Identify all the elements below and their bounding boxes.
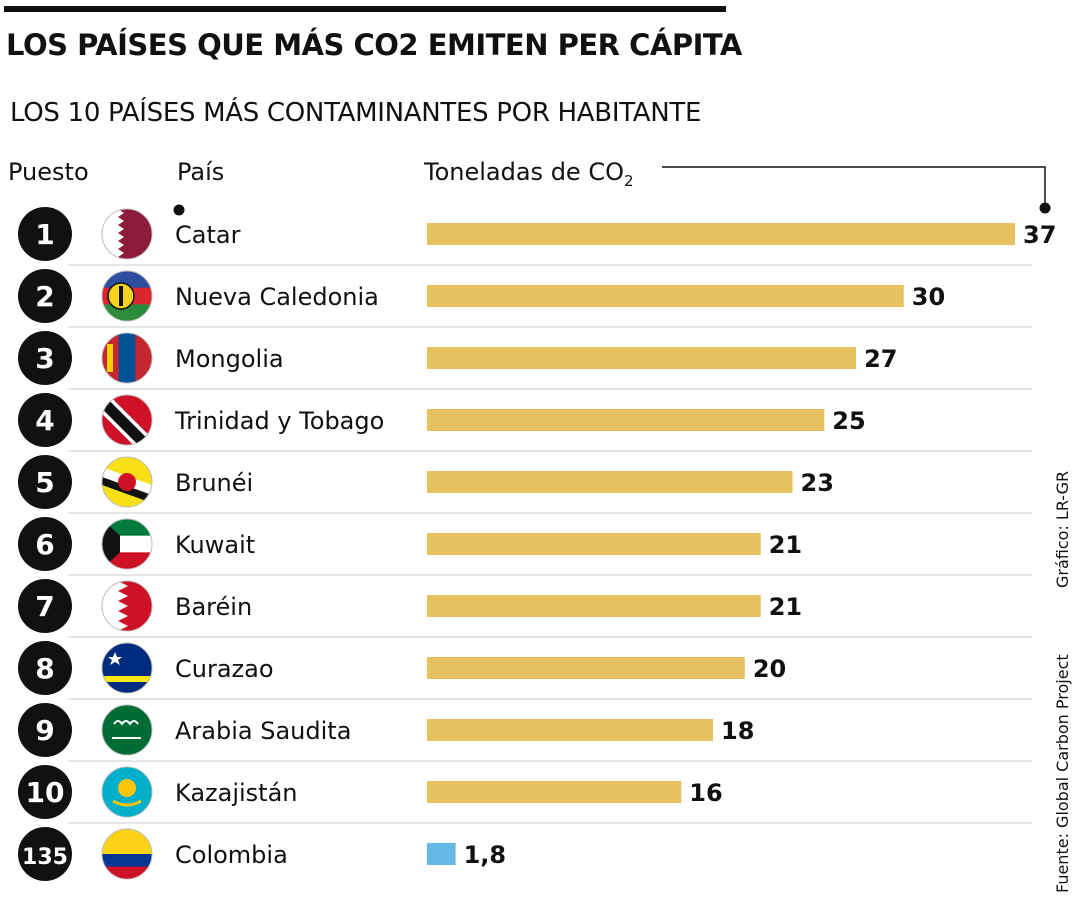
value-header-leader-line: [662, 166, 1046, 206]
value-label: 30: [912, 283, 945, 311]
flag-ring: [101, 704, 153, 756]
value-header-text: Toneladas de CO: [424, 158, 624, 186]
bar: [427, 657, 745, 679]
country-name: Baréin: [175, 593, 252, 621]
value-header-subscript: 2: [623, 171, 634, 190]
bar: [427, 719, 714, 741]
country-name: Mongolia: [175, 345, 284, 373]
curacao-flag-icon: [102, 643, 152, 693]
graphic-credit: Gráfico: LR-GR: [1053, 470, 1072, 588]
bar: [427, 409, 825, 431]
flag-ring: [101, 456, 153, 508]
value-header-leader-dot: [1039, 202, 1051, 214]
kuwait-flag-icon: [102, 519, 152, 569]
country-name: Arabia Saudita: [175, 717, 351, 745]
flag-ring: [101, 394, 153, 446]
rank-number: 3: [35, 342, 54, 375]
country-name: Nueva Caledonia: [175, 283, 379, 311]
trinidad-tobago-flag-icon: [102, 395, 152, 445]
value-label: 25: [832, 407, 865, 435]
flag-ring: [101, 642, 153, 694]
value-label: 1,8: [464, 841, 507, 869]
rank-badge: [18, 641, 72, 695]
flag-ring: [101, 828, 153, 880]
rank-column-header: Puesto: [8, 158, 89, 186]
flag-ring: [101, 518, 153, 570]
rank-number: 1: [35, 218, 54, 251]
bar: [427, 285, 904, 307]
value-label: 21: [769, 531, 802, 559]
rank-badge: [18, 765, 72, 819]
top-rule: [4, 6, 726, 12]
mongolia-flag-icon: [102, 333, 152, 383]
country-name: Kuwait: [175, 531, 255, 559]
rank-badge: [18, 703, 72, 757]
country-name: Brunéi: [175, 469, 253, 497]
country-name: Curazao: [175, 655, 274, 683]
rank-number: 4: [35, 404, 54, 437]
rank-badge: [18, 517, 72, 571]
flag-ring: [101, 766, 153, 818]
flag-ring: [101, 580, 153, 632]
value-label: 16: [689, 779, 722, 807]
flag-ring: [101, 270, 153, 322]
country-name: Catar: [175, 221, 241, 249]
source-credit: Fuente: Global Carbon Project: [1053, 654, 1072, 893]
rank-number: 8: [35, 652, 54, 685]
value-label: 21: [769, 593, 802, 621]
flag-ring: [101, 208, 153, 260]
country-header-leader-dot: [173, 204, 185, 216]
country-name: Colombia: [175, 841, 288, 869]
rank-badge: [18, 455, 72, 509]
new-caledonia-flag-icon: [102, 271, 152, 321]
rank-number: 9: [35, 714, 54, 747]
country-name: Trinidad y Tobago: [174, 407, 384, 435]
rank-badge: [18, 393, 72, 447]
bar: [427, 595, 761, 617]
bar: [427, 781, 682, 803]
value-label: 27: [864, 345, 897, 373]
rank-badge: [18, 579, 72, 633]
bahrain-flag-icon: [102, 581, 152, 631]
rank-number: 5: [35, 466, 54, 499]
rank-badge: [18, 827, 72, 881]
bar: [427, 347, 857, 369]
qatar-flag-icon: [102, 209, 152, 259]
value-label: 23: [801, 469, 834, 497]
brunei-flag-icon: [102, 457, 152, 507]
rank-number: 7: [35, 590, 54, 623]
rank-number: 135: [22, 845, 68, 870]
saudi-arabia-flag-icon: [102, 705, 152, 755]
rank-badge: [18, 207, 72, 261]
rank-number: 2: [35, 280, 54, 313]
bar: [427, 471, 793, 493]
bar: [427, 843, 456, 865]
chart-title: LOS PAÍSES QUE MÁS CO2 EMITEN PER CÁPITA: [6, 28, 742, 62]
kazakhstan-flag-icon: [102, 767, 152, 817]
bar: [427, 223, 1015, 245]
rank-badge: [18, 269, 72, 323]
value-label: 18: [721, 717, 754, 745]
flag-ring: [101, 332, 153, 384]
country-name: Kazajistán: [175, 779, 298, 807]
bar: [427, 533, 761, 555]
country-column-header: País: [177, 158, 225, 186]
chart-subtitle: LOS 10 PAÍSES MÁS CONTAMINANTES POR HABI…: [10, 98, 702, 128]
value-label: 20: [753, 655, 786, 683]
value-label: 37: [1023, 221, 1056, 249]
value-column-header: Toneladas de CO2: [424, 158, 634, 190]
rank-number: 10: [26, 776, 65, 809]
rank-badge: [18, 331, 72, 385]
rank-number: 6: [35, 528, 54, 561]
